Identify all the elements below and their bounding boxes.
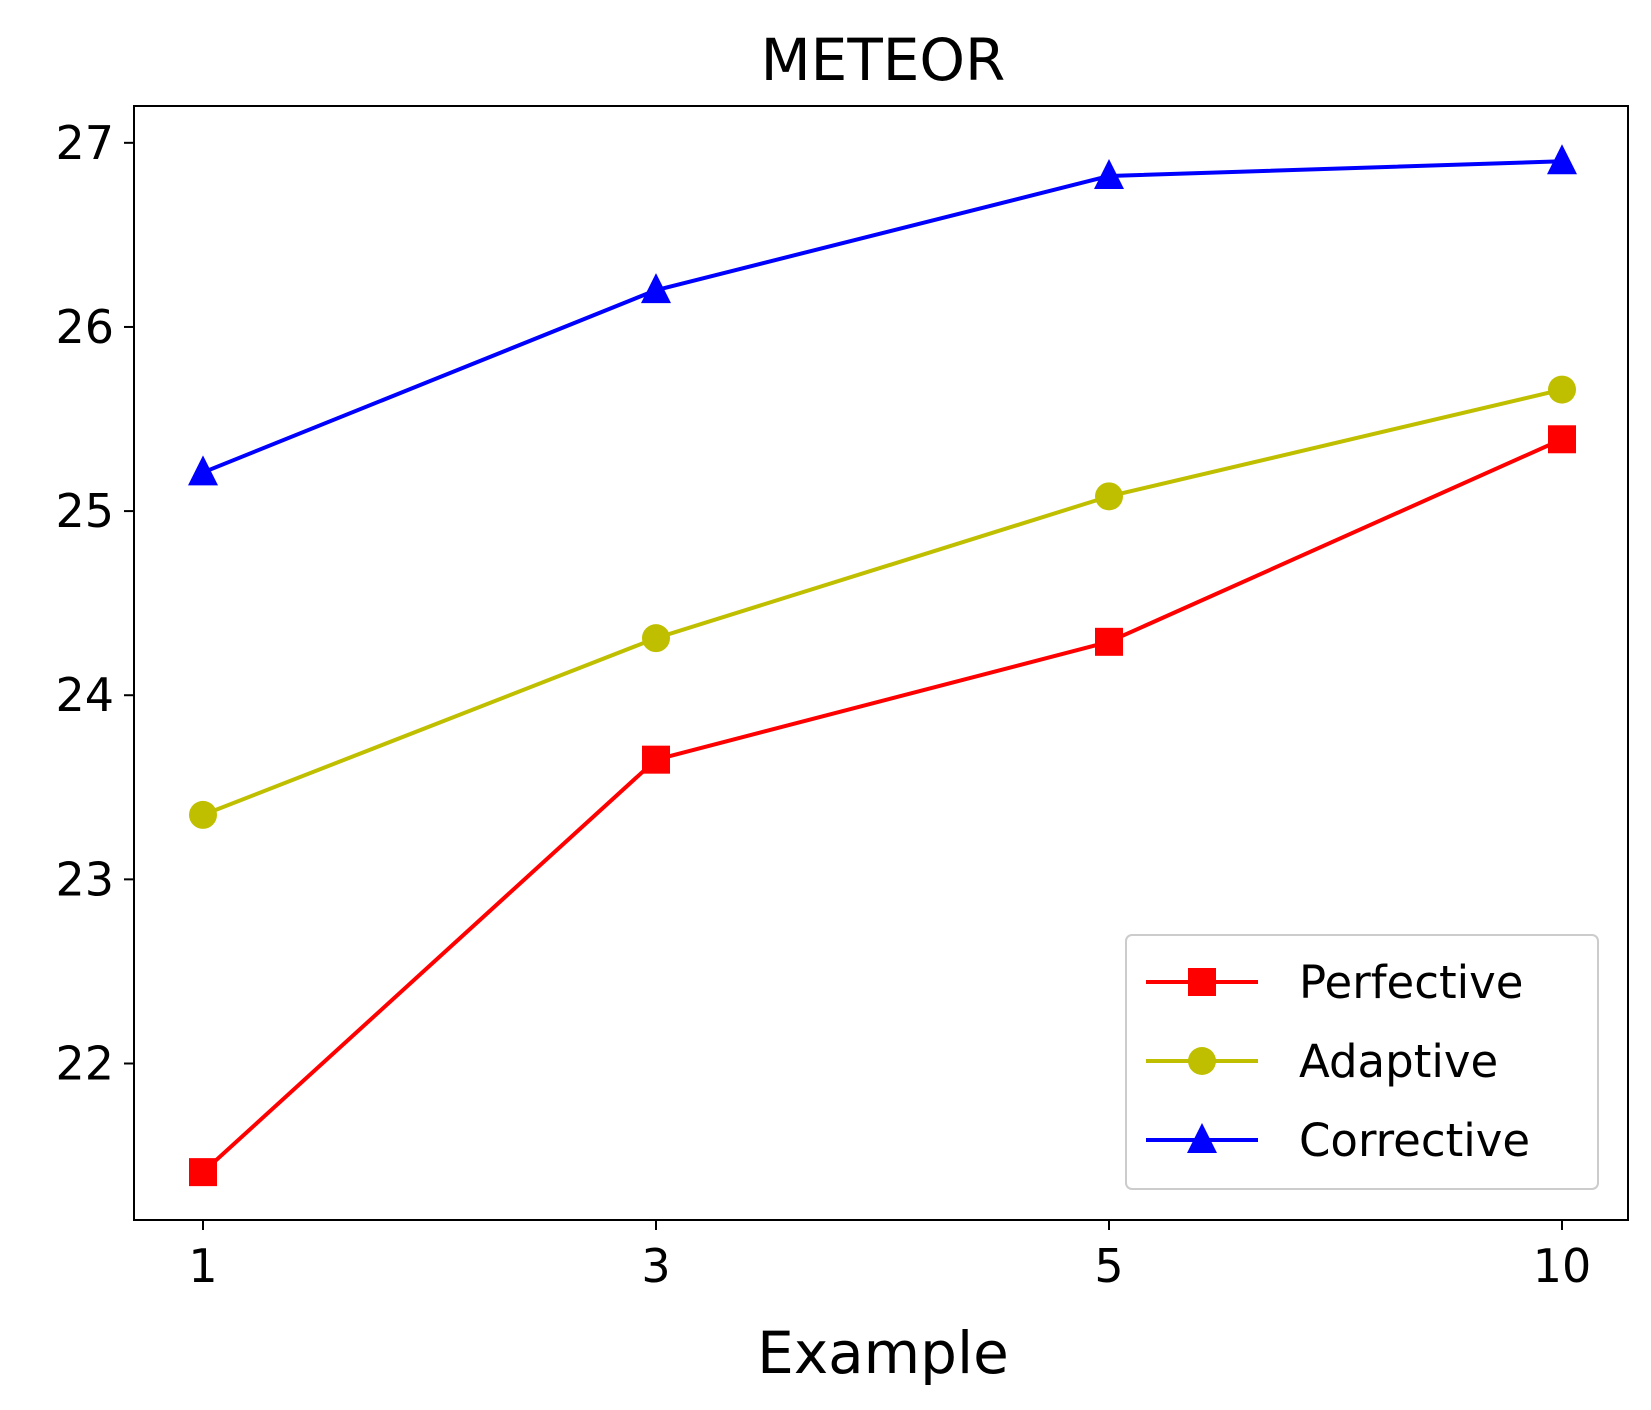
data-point-perfective <box>1548 425 1576 454</box>
data-point-corrective <box>188 455 218 486</box>
series-line-corrective <box>202 159 1563 475</box>
data-point-adaptive <box>189 800 217 829</box>
y-tick-label: 22 <box>55 1036 114 1090</box>
series-perfective <box>189 425 1576 1187</box>
series-corrective <box>188 144 1577 486</box>
data-point-perfective <box>189 1158 217 1187</box>
legend-item-adaptive: Adaptive <box>1146 1035 1498 1088</box>
data-point-perfective <box>1095 627 1123 656</box>
legend-label: Corrective <box>1299 1114 1530 1167</box>
legend-label: Perfective <box>1299 956 1523 1009</box>
plot-area <box>188 144 1577 1187</box>
series-line-perfective <box>201 437 1563 1174</box>
legend-item-corrective: Corrective <box>1146 1114 1530 1167</box>
series-adaptive <box>189 375 1576 829</box>
legend-item-perfective: Perfective <box>1146 956 1523 1009</box>
data-point-corrective <box>641 273 671 304</box>
x-tick-label: 5 <box>1094 1239 1123 1293</box>
y-tick-label: 27 <box>55 116 114 170</box>
legend-label: Adaptive <box>1299 1035 1498 1088</box>
data-point-corrective <box>1094 158 1124 189</box>
data-point-adaptive <box>1095 482 1123 511</box>
legend-box <box>1125 934 1599 1190</box>
legend-marker <box>1188 1047 1216 1075</box>
y-tick-label: 26 <box>55 300 114 354</box>
data-point-corrective <box>1547 144 1577 175</box>
y-axis: 22 23 24 25 26 27 <box>55 116 134 1090</box>
data-point-perfective <box>642 745 670 774</box>
x-axis-label: Example <box>757 1319 1009 1387</box>
data-point-adaptive <box>1548 375 1576 404</box>
legend: Perfective Adaptive Corrective <box>1125 934 1599 1190</box>
chart-title: METEOR <box>761 26 1006 94</box>
legend-marker <box>1187 1123 1217 1153</box>
x-tick-label: 1 <box>188 1239 217 1293</box>
x-axis: 1 3 5 10 <box>188 1220 1591 1293</box>
y-tick-label: 25 <box>55 484 114 538</box>
x-tick-label: 10 <box>1533 1239 1592 1293</box>
x-tick-label: 3 <box>641 1239 670 1293</box>
series-line-adaptive <box>202 387 1563 817</box>
y-tick-label: 23 <box>55 852 114 906</box>
legend-marker <box>1188 968 1216 996</box>
data-point-adaptive <box>642 624 670 653</box>
y-tick-label: 24 <box>55 668 114 722</box>
plot-frame <box>133 105 1629 1221</box>
